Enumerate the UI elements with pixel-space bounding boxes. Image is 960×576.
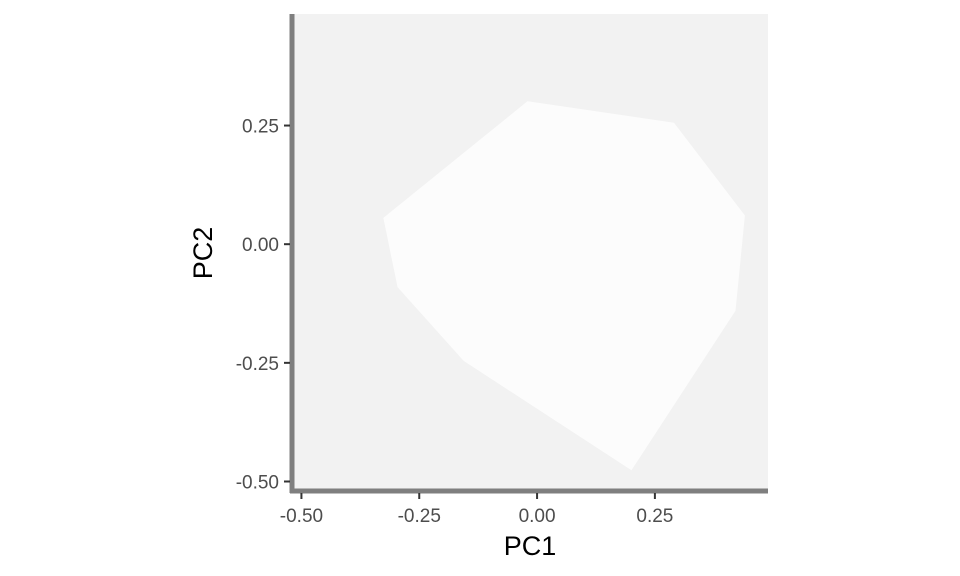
x-axis-title: PC1 (504, 531, 557, 561)
y-tick-label: -0.50 (236, 473, 279, 494)
y-axis-title: PC2 (188, 227, 218, 280)
y-axis-ticks: -0.50 -0.25 0.00 0.25 (236, 117, 290, 494)
y-tick-label: 0.00 (242, 235, 279, 256)
x-tick-label: 0.25 (636, 506, 673, 527)
x-tick-label: -0.25 (398, 506, 441, 527)
x-axis-ticks: -0.50 -0.25 0.00 0.25 (280, 493, 673, 527)
hull-polygon (383, 101, 745, 471)
x-tick-label: 0.00 (519, 506, 556, 527)
y-tick-label: 0.25 (242, 117, 279, 138)
x-tick-label: -0.50 (280, 506, 323, 527)
y-tick-label: -0.25 (236, 354, 279, 375)
